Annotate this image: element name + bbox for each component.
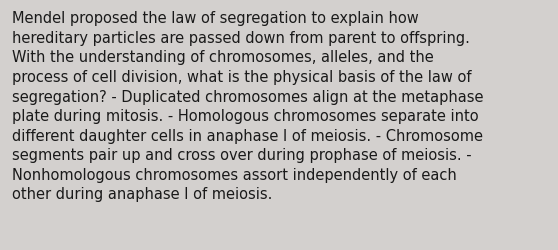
Text: Mendel proposed the law of segregation to explain how
hereditary particles are p: Mendel proposed the law of segregation t… [12,11,484,202]
